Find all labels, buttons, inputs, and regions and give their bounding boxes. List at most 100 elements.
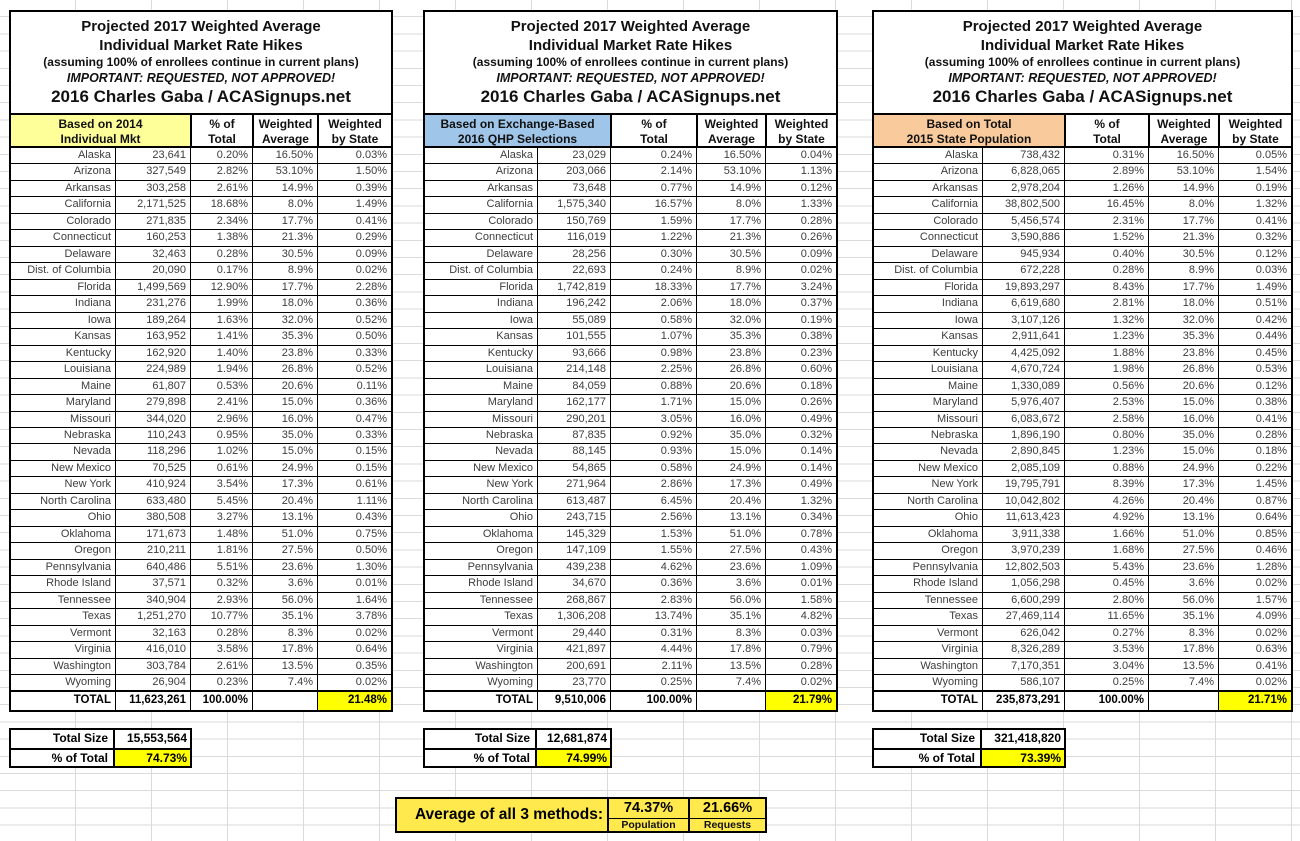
weighted-by-state-cell[interactable]: 0.37% [765, 296, 836, 313]
pct-of-total-cell[interactable]: 1.22% [610, 230, 696, 247]
weighted-avg-cell[interactable]: 8.9% [252, 263, 317, 280]
weighted-by-state-cell[interactable]: 1.45% [1218, 477, 1291, 494]
weighted-by-state-cell[interactable]: 0.75% [317, 526, 391, 544]
market-size-cell[interactable]: 70,525 [115, 460, 190, 478]
total-size-label[interactable]: Total Size [425, 730, 537, 749]
state-name-cell[interactable]: Colorado [425, 214, 537, 231]
market-size-cell[interactable]: 439,238 [537, 559, 610, 577]
market-size-cell[interactable]: 29,440 [537, 625, 610, 643]
state-name-cell[interactable]: Ohio [11, 510, 115, 527]
pct-of-total-cell[interactable]: 4.44% [610, 642, 696, 659]
weighted-by-state-cell[interactable]: 0.19% [765, 312, 836, 330]
pct-of-total-cell[interactable]: 18.68% [190, 197, 252, 214]
market-size-cell[interactable]: 7,170,351 [982, 658, 1064, 675]
weighted-avg-cell[interactable]: 7.4% [1148, 675, 1218, 692]
weighted-by-state-cell[interactable]: 0.34% [765, 510, 836, 527]
pct-of-total-cell[interactable]: 1.66% [1064, 526, 1148, 544]
weighted-avg-cell[interactable]: 18.0% [252, 296, 317, 313]
pct-of-total-cell[interactable]: 5.45% [190, 493, 252, 511]
state-name-cell[interactable]: Maine [425, 379, 537, 396]
market-size-cell[interactable]: 163,952 [115, 329, 190, 346]
weighted-avg-cell[interactable]: 15.0% [1148, 395, 1218, 412]
weighted-by-state-cell[interactable]: 2.28% [317, 279, 391, 297]
pct-of-total-label[interactable]: % of Total [874, 750, 982, 767]
pct-of-total-cell[interactable]: 1.32% [1064, 312, 1148, 330]
state-name-cell[interactable]: Kentucky [425, 346, 537, 363]
pct-of-total-cell[interactable]: 0.56% [1064, 378, 1148, 396]
weighted-by-state-cell[interactable]: 0.46% [1218, 543, 1291, 560]
state-name-cell[interactable]: Missouri [874, 412, 982, 428]
weighted-avg-cell[interactable]: 20.6% [1148, 378, 1218, 396]
pct-of-total-cell[interactable]: 1.48% [190, 526, 252, 544]
weighted-by-state-cell[interactable]: 0.12% [765, 180, 836, 198]
pct-of-total-cell[interactable]: 2.96% [190, 411, 252, 428]
weighted-by-state-cell[interactable]: 1.49% [1218, 279, 1291, 297]
weighted-by-state-cell[interactable]: 0.32% [1218, 230, 1291, 247]
pct-of-total-cell[interactable]: 13.74% [610, 609, 696, 626]
state-name-cell[interactable]: Pennsylvania [11, 560, 115, 577]
state-name-cell[interactable]: Alaska [425, 148, 537, 165]
pct-of-total-cell[interactable]: 1.02% [190, 444, 252, 461]
weighted-by-state-cell[interactable]: 0.18% [765, 378, 836, 396]
market-size-cell[interactable]: 34,670 [537, 576, 610, 593]
weighted-avg-cell[interactable]: 20.4% [696, 493, 765, 511]
state-name-cell[interactable]: Kansas [874, 329, 982, 346]
weighted-by-state-cell[interactable]: 1.28% [1218, 559, 1291, 577]
weighted-avg-cell[interactable]: 13.1% [252, 510, 317, 527]
weighted-avg-cell[interactable]: 15.0% [252, 395, 317, 412]
weighted-by-state-cell[interactable]: 0.09% [765, 246, 836, 264]
pct-of-total-cell[interactable]: 1.98% [1064, 362, 1148, 379]
state-name-cell[interactable]: Arizona [425, 164, 537, 181]
pct-of-total-cell[interactable]: 1.07% [610, 329, 696, 346]
state-name-cell[interactable]: Arizona [11, 164, 115, 181]
market-size-cell[interactable]: 20,090 [115, 263, 190, 280]
weighted-avg-cell[interactable]: 23.6% [1148, 559, 1218, 577]
weighted-by-state-cell[interactable]: 1.54% [1218, 164, 1291, 181]
pct-of-total-cell[interactable]: 0.24% [610, 263, 696, 280]
weighted-by-state-cell[interactable]: 0.52% [317, 362, 391, 379]
weighted-avg-cell[interactable]: 32.0% [1148, 312, 1218, 330]
weighted-by-state-cell[interactable]: 0.41% [1218, 213, 1291, 231]
pct-of-total-cell[interactable]: 0.28% [190, 625, 252, 643]
pct-of-total-value[interactable]: 74.99% [537, 750, 610, 767]
weighted-avg-cell[interactable]: 51.0% [252, 526, 317, 544]
weighted-by-state-cell[interactable]: 1.32% [1218, 197, 1291, 214]
total-weighted-result-cell[interactable]: 21.79% [765, 692, 836, 711]
weighted-avg-cell[interactable]: 14.9% [1148, 180, 1218, 198]
market-size-cell[interactable]: 118,296 [115, 444, 190, 461]
pct-of-total-cell[interactable]: 0.28% [190, 246, 252, 264]
weighted-by-state-cell[interactable]: 0.41% [1218, 411, 1291, 428]
state-name-cell[interactable]: Washington [11, 659, 115, 675]
state-name-cell[interactable]: Ohio [425, 510, 537, 527]
pct-of-total-cell[interactable]: 0.58% [610, 312, 696, 330]
weighted-avg-cell[interactable]: 35.1% [696, 609, 765, 626]
weighted-avg-cell[interactable]: 56.0% [1148, 592, 1218, 610]
weighted-avg-cell[interactable]: 20.4% [252, 493, 317, 511]
weighted-by-state-cell[interactable]: 0.03% [765, 625, 836, 643]
pct-of-total-cell[interactable]: 2.14% [610, 164, 696, 181]
market-size-cell[interactable]: 93,666 [537, 345, 610, 363]
weighted-by-state-cell[interactable]: 0.43% [765, 543, 836, 560]
state-name-cell[interactable]: Connecticut [874, 230, 982, 247]
market-size-cell[interactable]: 243,715 [537, 510, 610, 527]
market-size-cell[interactable]: 410,924 [115, 477, 190, 494]
weighted-avg-cell[interactable]: 24.9% [696, 460, 765, 478]
state-name-cell[interactable]: Texas [425, 609, 537, 626]
pct-of-total-cell[interactable]: 2.31% [1064, 213, 1148, 231]
pct-of-total-cell[interactable]: 2.61% [190, 180, 252, 198]
market-size-cell[interactable]: 73,648 [537, 180, 610, 198]
state-name-cell[interactable]: Texas [874, 609, 982, 626]
pct-of-total-cell[interactable]: 2.58% [1064, 411, 1148, 428]
weighted-by-state-cell[interactable]: 0.02% [765, 675, 836, 692]
state-name-cell[interactable]: Connecticut [11, 230, 115, 247]
weighted-by-state-cell[interactable]: 0.64% [1218, 510, 1291, 527]
market-size-cell[interactable]: 189,264 [115, 312, 190, 330]
market-size-cell[interactable]: 290,201 [537, 411, 610, 428]
weighted-avg-cell[interactable]: 35.1% [252, 609, 317, 626]
weighted-by-state-cell[interactable]: 1.49% [317, 197, 391, 214]
weighted-avg-cell[interactable]: 17.3% [252, 477, 317, 494]
weighted-avg-cell[interactable]: 51.0% [696, 526, 765, 544]
weighted-by-state-cell[interactable]: 1.30% [317, 559, 391, 577]
pct-of-total-cell[interactable]: 1.81% [190, 543, 252, 560]
state-name-cell[interactable]: Florida [874, 280, 982, 297]
